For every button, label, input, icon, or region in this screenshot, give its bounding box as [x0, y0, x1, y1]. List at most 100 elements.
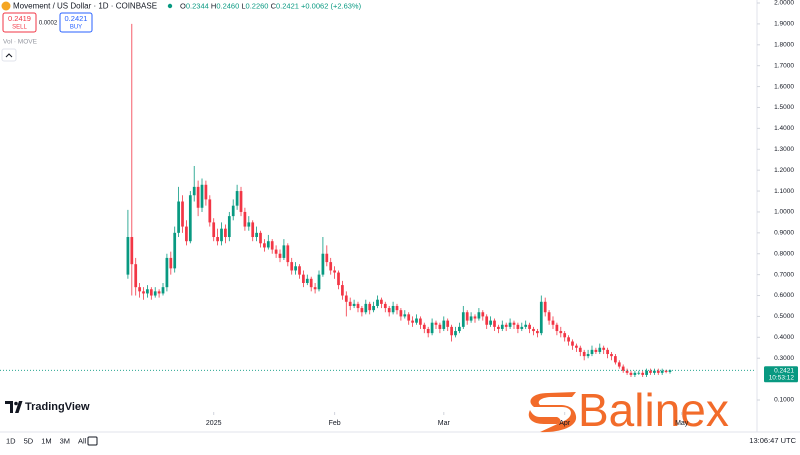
- candle-body: [547, 312, 551, 321]
- candle-body: [489, 320, 492, 325]
- candle-body: [134, 264, 138, 288]
- candle: [165, 253, 169, 292]
- candle-body: [263, 243, 266, 248]
- candle-body: [426, 328, 430, 334]
- candle-body: [637, 372, 641, 374]
- timeframe-button[interactable]: 1D: [6, 436, 16, 445]
- candle: [321, 237, 325, 277]
- candle-body: [200, 184, 204, 208]
- candle: [185, 220, 188, 246]
- candle-body: [403, 314, 407, 317]
- sell-button[interactable]: 0.2419 SELL: [2, 12, 37, 33]
- candle: [434, 320, 438, 329]
- candle: [586, 349, 590, 359]
- collapse-box[interactable]: [1, 48, 17, 62]
- sell-price[interactable]: 0.2419: [8, 14, 31, 23]
- candle-body: [469, 316, 473, 321]
- candle-body: [598, 347, 602, 352]
- collapse-button[interactable]: [1, 48, 17, 62]
- tradingview-logo: TradingView: [5, 401, 90, 413]
- candle-body: [395, 305, 399, 311]
- candle: [606, 347, 609, 359]
- sell-box[interactable]: [2, 12, 37, 33]
- ohlc-readout: O0.2344 H0.2460 L0.2260 C0.2421 +0.0062 …: [180, 1, 362, 10]
- candle-body: [278, 253, 282, 258]
- candle: [547, 310, 551, 325]
- candle: [227, 211, 231, 242]
- candle-body: [621, 366, 625, 371]
- timeframe-button[interactable]: 1M: [41, 436, 51, 445]
- collapse-arrow[interactable]: [5, 53, 13, 58]
- last-price-badge: [764, 366, 798, 383]
- candle-body: [208, 199, 212, 223]
- timeframe-toolbar: 1D 5D 1M 3M All: [6, 436, 87, 445]
- candle-body: [333, 270, 336, 273]
- candle: [376, 295, 379, 309]
- candle: [372, 301, 375, 313]
- candle-body: [231, 205, 235, 217]
- sell-label[interactable]: SELL: [12, 25, 27, 31]
- candle: [247, 216, 251, 231]
- candle: [270, 239, 274, 254]
- candle: [458, 322, 461, 334]
- buy-label[interactable]: BUY: [70, 25, 82, 31]
- timeframe-button[interactable]: 3M: [60, 436, 70, 445]
- candle-body: [138, 287, 141, 292]
- candle-body: [512, 322, 516, 325]
- candle: [309, 276, 313, 292]
- candle: [341, 280, 344, 300]
- candle: [590, 345, 594, 357]
- buy-price[interactable]: 0.2421: [65, 14, 88, 23]
- candle-body: [578, 347, 582, 352]
- candle-body: [485, 316, 489, 325]
- candle-body: [504, 324, 508, 327]
- candle-body: [204, 184, 208, 200]
- date-range-button[interactable]: [87, 436, 98, 446]
- candle: [508, 318, 512, 329]
- candle: [169, 251, 173, 275]
- candle: [617, 360, 621, 369]
- candle-body: [270, 241, 274, 250]
- candle-body: [192, 186, 196, 196]
- candle-body: [325, 253, 329, 263]
- timeframe-button[interactable]: 5D: [24, 436, 34, 445]
- candle: [263, 239, 266, 252]
- candle-body: [649, 370, 652, 373]
- buy-button[interactable]: 0.2421 BUY: [59, 12, 93, 33]
- candle: [504, 322, 508, 332]
- candle-body: [212, 222, 216, 238]
- candle-body: [551, 320, 555, 325]
- candle: [469, 312, 473, 323]
- y-tick-label: 0.7000: [774, 271, 794, 278]
- candle-body: [645, 370, 648, 375]
- candle-body: [224, 228, 227, 238]
- candle-body: [438, 324, 442, 329]
- timeframe-button[interactable]: All: [78, 436, 87, 445]
- candle-body: [532, 328, 535, 332]
- market-status-dot: [167, 3, 173, 9]
- ohlc-label: L: [241, 1, 245, 10]
- candle: [329, 257, 333, 275]
- balinex-watermark: Balinex: [528, 384, 729, 436]
- candle: [231, 199, 235, 221]
- candle: [497, 324, 500, 334]
- candle-body: [563, 333, 567, 338]
- candle: [555, 322, 559, 336]
- buy-box[interactable]: [59, 12, 93, 33]
- candle: [610, 351, 613, 361]
- candle-body: [239, 191, 243, 212]
- candle-body: [290, 262, 294, 271]
- spread: 0.0002: [39, 21, 58, 27]
- candle-body: [407, 314, 411, 321]
- candle-body: [668, 370, 672, 372]
- candle: [286, 243, 290, 267]
- y-tick-label: 0.1000: [774, 397, 794, 404]
- candle: [426, 326, 430, 338]
- candle: [181, 195, 184, 233]
- candle: [481, 310, 485, 321]
- candle-body: [629, 372, 633, 375]
- candle-body: [571, 341, 574, 346]
- candle: [188, 191, 192, 244]
